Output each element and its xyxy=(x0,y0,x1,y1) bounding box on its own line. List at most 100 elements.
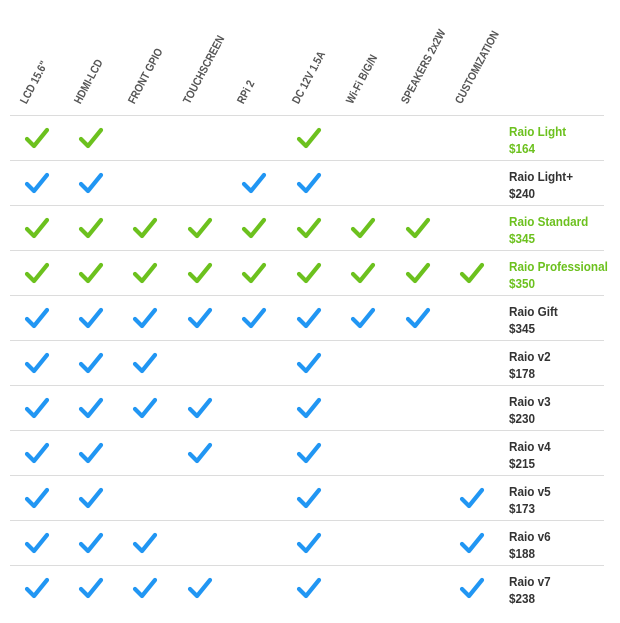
product-info: Raio Light+ $240 xyxy=(509,168,573,202)
table-row: Raio Gift $345 xyxy=(10,295,604,341)
product-price: $238 xyxy=(509,591,536,606)
checkmark-icon xyxy=(132,396,158,420)
product-price: $188 xyxy=(509,546,536,561)
checkmark-icon xyxy=(350,306,376,330)
checkmark-icon xyxy=(459,576,485,600)
table-row: Raio v4 $215 xyxy=(10,430,604,476)
checkmark-icon xyxy=(459,486,485,510)
checkmark-icon xyxy=(24,171,50,195)
checkmark-icon xyxy=(24,396,50,420)
checkmark-icon xyxy=(296,126,322,150)
product-price: $178 xyxy=(509,366,536,381)
checkmark-icon xyxy=(350,216,376,240)
checkmark-icon xyxy=(24,351,50,375)
checkmark-icon xyxy=(78,531,104,555)
table-row: Raio v3 $230 xyxy=(10,385,604,431)
table-row: Raio Light $164 xyxy=(10,115,604,161)
checkmark-icon xyxy=(187,396,213,420)
product-name: Raio v6 xyxy=(509,529,551,544)
checkmark-icon xyxy=(350,261,376,285)
checkmark-icon xyxy=(296,171,322,195)
checkmark-icon xyxy=(78,126,104,150)
table-row: Raio Light+ $240 xyxy=(10,160,604,206)
product-info: Raio v6 $188 xyxy=(509,528,551,562)
checkmark-icon xyxy=(78,171,104,195)
product-info: Raio Professional $350 xyxy=(509,258,608,292)
checkmark-icon xyxy=(24,486,50,510)
checkmark-icon xyxy=(241,171,267,195)
product-info: Raio v2 $178 xyxy=(509,348,551,382)
checkmark-icon xyxy=(187,261,213,285)
product-price: $173 xyxy=(509,501,536,516)
product-name: Raio v5 xyxy=(509,484,551,499)
product-price: $240 xyxy=(509,186,536,201)
checkmark-icon xyxy=(241,306,267,330)
column-header: RPi 2 xyxy=(235,78,258,106)
product-name: Raio v4 xyxy=(509,439,551,454)
table-row: Raio v2 $178 xyxy=(10,340,604,386)
product-price: $215 xyxy=(509,456,536,471)
checkmark-icon xyxy=(132,216,158,240)
product-info: Raio v3 $230 xyxy=(509,393,551,427)
product-name: Raio Standard xyxy=(509,214,589,229)
product-price: $345 xyxy=(509,321,536,336)
product-name: Raio v2 xyxy=(509,349,551,364)
checkmark-icon xyxy=(78,351,104,375)
product-name: Raio Light xyxy=(509,124,567,139)
checkmark-icon xyxy=(78,486,104,510)
product-info: Raio v7 $238 xyxy=(509,573,551,607)
checkmark-icon xyxy=(296,396,322,420)
checkmark-icon xyxy=(296,261,322,285)
checkmark-icon xyxy=(296,351,322,375)
product-name: Raio Professional xyxy=(509,259,608,274)
column-header: TOUCHSCREEN xyxy=(181,33,228,107)
table-row: Raio v6 $188 xyxy=(10,520,604,566)
table-row: Raio v7 $238 xyxy=(10,565,604,611)
checkmark-icon xyxy=(296,486,322,510)
checkmark-icon xyxy=(24,531,50,555)
column-header: HDMI-LCD xyxy=(72,57,106,106)
checkmark-icon xyxy=(187,306,213,330)
checkmark-icon xyxy=(132,576,158,600)
checkmark-icon xyxy=(187,216,213,240)
product-info: Raio Gift $345 xyxy=(509,303,558,337)
product-price: $345 xyxy=(509,231,536,246)
checkmark-icon xyxy=(459,261,485,285)
checkmark-icon xyxy=(296,531,322,555)
column-header: DC 12V 1.5A xyxy=(290,49,329,106)
product-info: Raio v4 $215 xyxy=(509,438,551,472)
checkmark-icon xyxy=(78,441,104,465)
product-price: $230 xyxy=(509,411,536,426)
checkmark-icon xyxy=(241,216,267,240)
checkmark-icon xyxy=(405,216,431,240)
table-row: Raio Professional $350 xyxy=(10,250,608,296)
checkmark-icon xyxy=(405,261,431,285)
column-header: SPEAKERS 2x2W xyxy=(399,27,449,107)
checkmark-icon xyxy=(24,441,50,465)
checkmark-icon xyxy=(296,216,322,240)
checkmark-icon xyxy=(405,306,431,330)
column-headers: LCD 15.6" HDMI-LCD FRONT GPIO TOUCHSCREEN RP… xyxy=(0,0,620,115)
checkmark-icon xyxy=(24,126,50,150)
product-info: Raio Light $164 xyxy=(509,123,566,157)
checkmark-icon xyxy=(296,576,322,600)
checkmark-icon xyxy=(132,531,158,555)
column-header: CUSTOMIZATION xyxy=(453,29,502,107)
checkmark-icon xyxy=(187,576,213,600)
product-name: Raio Light+ xyxy=(509,169,574,184)
checkmark-icon xyxy=(78,216,104,240)
checkmark-icon xyxy=(296,306,322,330)
table-row: Raio Standard $345 xyxy=(10,205,604,251)
checkmark-icon xyxy=(78,576,104,600)
column-header: Wi-Fi B/G/N xyxy=(344,52,381,106)
checkmark-icon xyxy=(24,306,50,330)
checkmark-icon xyxy=(24,261,50,285)
product-info: Raio v5 $173 xyxy=(509,483,551,517)
checkmark-icon xyxy=(78,306,104,330)
checkmark-icon xyxy=(241,261,267,285)
checkmark-icon xyxy=(78,396,104,420)
product-name: Raio v3 xyxy=(509,394,551,409)
product-info: Raio Standard $345 xyxy=(509,213,588,247)
product-price: $350 xyxy=(509,276,536,291)
